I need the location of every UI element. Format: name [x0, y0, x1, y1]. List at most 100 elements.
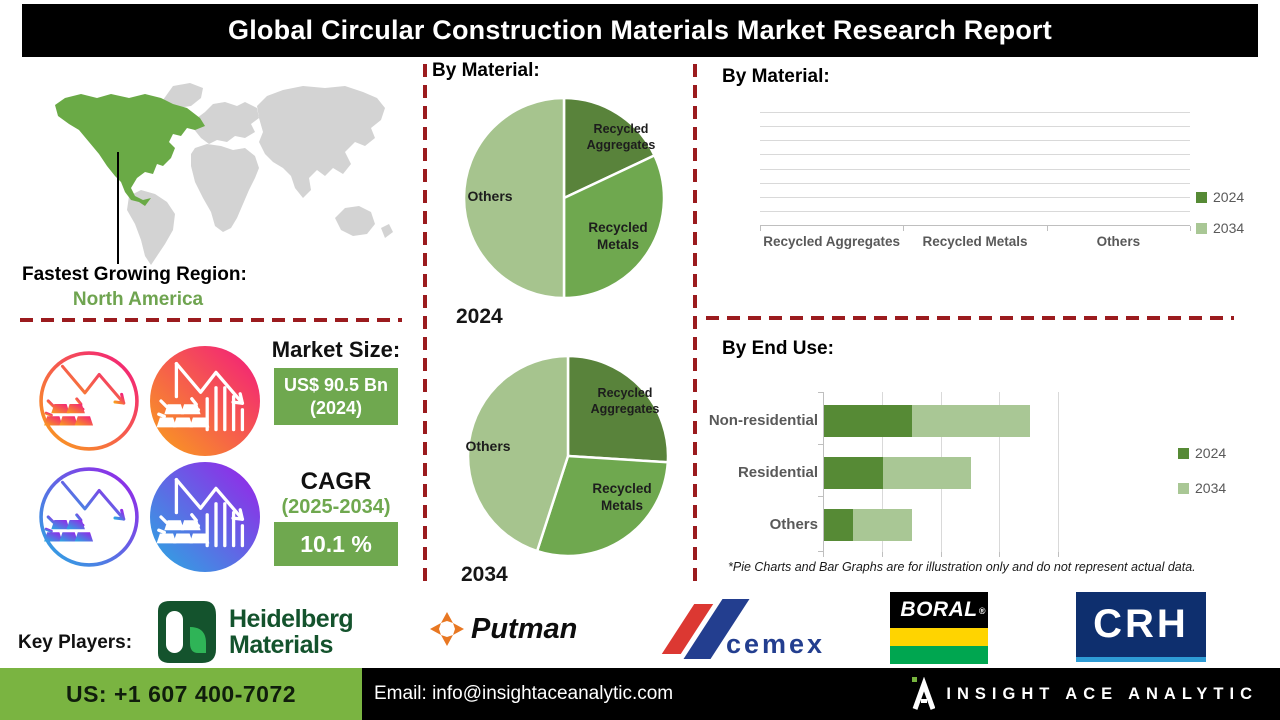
- pie-slice-label: Recycled Aggregates: [586, 122, 656, 152]
- end-use-category-label: Residential: [737, 464, 818, 481]
- gridline: [1058, 392, 1059, 552]
- axis-tick: [903, 226, 905, 231]
- gridline: [760, 168, 1190, 170]
- legend-swatch: [1178, 447, 1189, 459]
- gridline: [760, 182, 1190, 184]
- map-south-america: [127, 190, 175, 265]
- putman-wordmark: Putman: [471, 612, 578, 645]
- crh-logo: CRH: [1076, 592, 1206, 662]
- pie-slice-label: Recycled Metals: [588, 220, 648, 252]
- gridline: [999, 392, 1001, 552]
- pie-year-2024: 2024: [456, 305, 503, 328]
- axis-tick: [818, 551, 823, 552]
- end-use-chart-plot-area: [818, 392, 1059, 557]
- footer-phone-panel: US: +1 607 400-7072: [0, 668, 362, 720]
- axis-tick: [1046, 226, 1048, 231]
- map-north-america-highlight: [55, 94, 205, 206]
- bar-chart-baseline: [760, 225, 1190, 226]
- pie-slice: [535, 454, 670, 558]
- pie-chart-2024: [462, 96, 666, 300]
- bar-chart-groups: [760, 112, 1190, 225]
- email-address: Email: info@insightaceanalytic.com: [374, 683, 674, 704]
- pie-slice-label: Others: [467, 188, 513, 204]
- heidelberg-wordmark: Heidelberg Materials: [229, 604, 354, 659]
- gridline: [760, 210, 1190, 212]
- insight-ace-analytic-logo: INSIGHT ACE ANALYTIC: [911, 668, 1258, 720]
- pie-year-2034: 2034: [461, 563, 508, 586]
- title-bar: Global Circular Construction Materials M…: [22, 4, 1258, 57]
- bar-section-title: By Material:: [722, 66, 830, 87]
- legend-item: 2034: [1196, 220, 1244, 236]
- axis-tick: [940, 552, 942, 557]
- axis-tick: [999, 552, 1001, 557]
- axis-tick: [818, 444, 823, 445]
- bar-segment-2034: [853, 509, 913, 541]
- legend-swatch: [1196, 191, 1207, 203]
- legend-item: 2024: [1196, 189, 1244, 205]
- axis-tick: [818, 496, 823, 497]
- map-island: [381, 224, 393, 238]
- boral-yellow-band: [890, 628, 988, 646]
- fastest-growing-region-value: North America: [72, 289, 204, 310]
- end-use-legend: 2024 2034: [1178, 445, 1226, 496]
- legend-label: 2034: [1195, 480, 1227, 496]
- market-trend-icon-filled-warm: [150, 346, 260, 456]
- map-africa: [191, 144, 259, 232]
- legend-label: 2034: [1213, 220, 1245, 236]
- end-use-section-title: By End Use:: [722, 338, 834, 359]
- pie-slice: [562, 154, 666, 300]
- map-greenland: [163, 83, 203, 108]
- pie-slice-label: Recycled Metals: [592, 481, 652, 513]
- stacked-bar-row: [824, 405, 1030, 437]
- gridline: [760, 140, 1190, 142]
- bar-chart-category-labels: Recycled Aggregates Recycled Metals Others: [760, 234, 1190, 249]
- cagr-label: CAGR: [300, 468, 372, 495]
- legend-item: 2034: [1178, 480, 1226, 496]
- putman-logo: Putman: [428, 610, 577, 648]
- legend-swatch: [1178, 482, 1189, 494]
- boral-wordmark: BORAL ®: [890, 592, 988, 628]
- bar-category-label: Recycled Metals: [922, 234, 1028, 249]
- market-trend-icon-filled-cool: [150, 462, 260, 572]
- page-title: Global Circular Construction Materials M…: [228, 15, 1052, 45]
- bar-category-label: Recycled Aggregates: [763, 234, 901, 249]
- crh-wordmark: CRH: [1093, 602, 1189, 646]
- market-size-value: US$ 90.5 Bn: [283, 375, 389, 395]
- key-players-label: Key Players:: [18, 632, 133, 653]
- pie-slice-label: Recycled Aggregates: [590, 386, 660, 416]
- map-asia: [257, 86, 385, 198]
- world-map: [55, 83, 393, 265]
- bar-segment-2024: [824, 509, 854, 541]
- registered-mark: ®: [978, 606, 986, 616]
- market-trend-icon-outline-cool: [39, 467, 139, 567]
- axis-tick: [1058, 552, 1059, 557]
- map-europe: [193, 102, 259, 144]
- divider-right-horizontal: [706, 316, 1234, 320]
- gridline: [760, 196, 1190, 198]
- axis-tick: [881, 552, 883, 557]
- axis-tick: [818, 392, 823, 393]
- legend-swatch: [1196, 222, 1207, 234]
- heidelberg-materials-logo: Heidelberg Materials: [152, 597, 354, 667]
- pie-slice: [462, 96, 566, 300]
- brand-a-icon: [912, 677, 936, 710]
- pie-section-title: By Material:: [432, 60, 540, 81]
- cemex-logo: cemex: [648, 596, 838, 666]
- market-size-value-box: US$ 90.5 Bn (2024): [274, 368, 398, 425]
- brand-wordmark: INSIGHT ACE ANALYTIC: [946, 684, 1258, 703]
- boral-logo: BORAL ®: [890, 592, 988, 664]
- bar-chart-legend: 2024 2034: [1196, 189, 1244, 236]
- bar-segment-2024: [824, 457, 883, 489]
- cagr-value: 10.1 %: [300, 530, 372, 557]
- boral-green-band: [890, 646, 988, 664]
- gridline: [760, 126, 1190, 128]
- gridline: [760, 154, 1190, 156]
- fastest-growing-region-label: Fastest Growing Region:: [22, 264, 247, 285]
- end-use-category-label: Others: [769, 516, 818, 533]
- axis-tick: [1190, 226, 1191, 231]
- axis-tick: [823, 552, 824, 557]
- heidelberg-icon: [158, 601, 216, 663]
- phone-number: US: +1 607 400-7072: [65, 680, 297, 707]
- pie-slice: [566, 354, 670, 464]
